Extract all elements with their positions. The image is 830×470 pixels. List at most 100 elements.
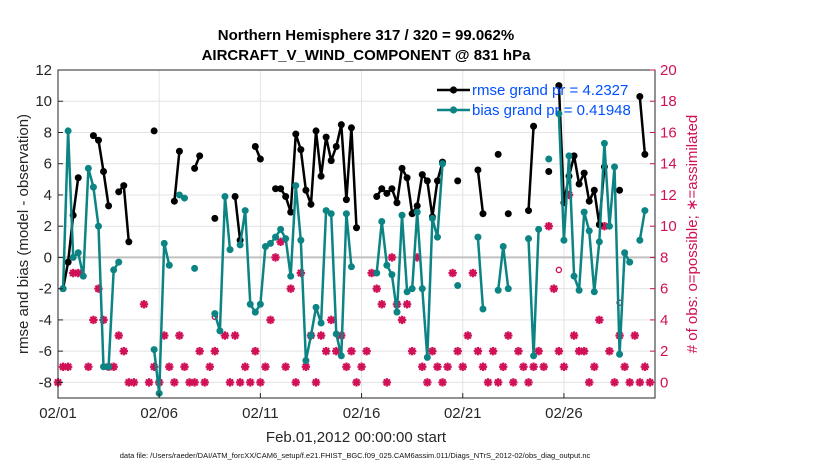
obs-assimilated-marker [352, 378, 361, 387]
bias-point [621, 249, 629, 257]
bias-point [327, 210, 335, 218]
rmse-point [383, 189, 391, 197]
rmse-point [641, 150, 649, 158]
bias-point [595, 238, 603, 246]
obs-assimilated-marker [529, 362, 538, 371]
obs-assimilated-marker [595, 315, 604, 325]
obs-assimilated-marker [483, 378, 493, 387]
obs-assimilated-marker [129, 378, 139, 387]
obs-assimilated-marker [559, 362, 569, 371]
legend-bias-marker [449, 106, 458, 114]
bias-point [342, 210, 350, 218]
rmse-point [282, 193, 290, 201]
rmse-point [373, 193, 381, 201]
obs-assimilated-marker [225, 378, 235, 387]
bias-point [611, 163, 619, 171]
bias-point [226, 246, 234, 254]
bias-point [191, 264, 199, 272]
y-right-tick-label: 0 [660, 374, 668, 391]
rmse-point [287, 208, 295, 216]
bias-point [626, 258, 634, 266]
rmse-point [636, 93, 644, 101]
rmse-point [317, 172, 325, 180]
rmse-point [307, 200, 315, 208]
rmse-point [504, 210, 512, 218]
bias-point [94, 222, 102, 230]
obs-assimilated-marker [569, 331, 579, 340]
bias-point [504, 285, 512, 293]
y-right-tick-label: 14 [660, 156, 677, 173]
rmse-point [433, 177, 441, 185]
rmse-point [494, 150, 502, 158]
legend-rmse-marker [449, 86, 458, 94]
rmse-point [570, 152, 578, 160]
y-right-tick-label: 8 [660, 249, 668, 266]
obs-assimilated-marker [362, 346, 371, 356]
bias-point [580, 208, 588, 216]
obs-assimilated-marker [493, 378, 503, 387]
rmse-point [322, 133, 330, 141]
rmse-point [170, 197, 178, 205]
obs-assimilated-marker [246, 378, 255, 387]
legend-rmse-label: rmse grand pr = 4.2327 [472, 82, 628, 99]
obs-assimilated-marker [84, 362, 93, 371]
obs-assimilated-marker [539, 362, 548, 371]
bias-point [100, 363, 108, 371]
y-right-tick-label: 16 [660, 124, 677, 141]
x-tick-label: 02/11 [242, 405, 278, 422]
rmse-point [479, 210, 487, 218]
rmse-point [105, 202, 113, 210]
obs-assimilated-marker [119, 346, 128, 356]
bias-point [535, 225, 543, 233]
rmse-point [196, 152, 204, 160]
bias-point [494, 286, 502, 294]
obs-assimilated-marker [327, 315, 336, 325]
obs-assimilated-marker [210, 346, 220, 356]
obs-assimilated-marker [585, 378, 594, 387]
obs-assimilated-marker [347, 346, 356, 356]
obs-assimilated-marker [509, 378, 518, 387]
bias-point [180, 194, 188, 202]
bias-point [433, 233, 441, 241]
obs-assimilated-marker [397, 315, 407, 325]
rmse-point [337, 121, 345, 129]
obs-assimilated-marker [165, 362, 174, 371]
bias-point [266, 239, 274, 247]
y-tick-label: 8 [44, 124, 52, 141]
obs-assimilated-marker [635, 378, 645, 387]
obs-assimilated-marker [387, 253, 397, 262]
obs-assimilated-marker [276, 237, 285, 247]
rmse-point [332, 143, 340, 151]
rmse-line [638, 96, 647, 155]
x-tick-label: 02/26 [545, 405, 583, 422]
rmse-point [347, 124, 355, 132]
bias-point [302, 357, 310, 365]
bias-point [150, 346, 158, 354]
rmse-point [89, 132, 97, 140]
obs-assimilated-marker [89, 315, 98, 325]
obs-assimilated-marker [428, 346, 437, 356]
obs-assimilated-marker [488, 346, 498, 356]
rmse-point [388, 185, 396, 193]
bias-point [383, 261, 391, 269]
rmse-point [94, 136, 102, 144]
obs-assimilated-marker [590, 362, 599, 371]
y-tick-label: 0 [44, 249, 52, 266]
rmse-point [120, 182, 128, 190]
obs-assimilated-marker [266, 315, 275, 325]
obs-assimilated-marker [625, 378, 634, 387]
rmse-point [530, 122, 538, 130]
obs-assimilated-marker [640, 362, 650, 371]
x-tick-label: 02/01 [39, 405, 77, 422]
rmse-point [191, 164, 199, 172]
obs-assimilated-marker [139, 300, 149, 309]
bias-point [555, 110, 563, 118]
rmse-point [403, 174, 411, 182]
obs-assimilated-marker [230, 331, 240, 340]
bias-line [152, 242, 171, 395]
y-tick-label: -4 [39, 312, 52, 329]
bias-point [221, 193, 229, 201]
y-tick-label: 2 [44, 218, 52, 235]
rmse-point [413, 202, 421, 210]
